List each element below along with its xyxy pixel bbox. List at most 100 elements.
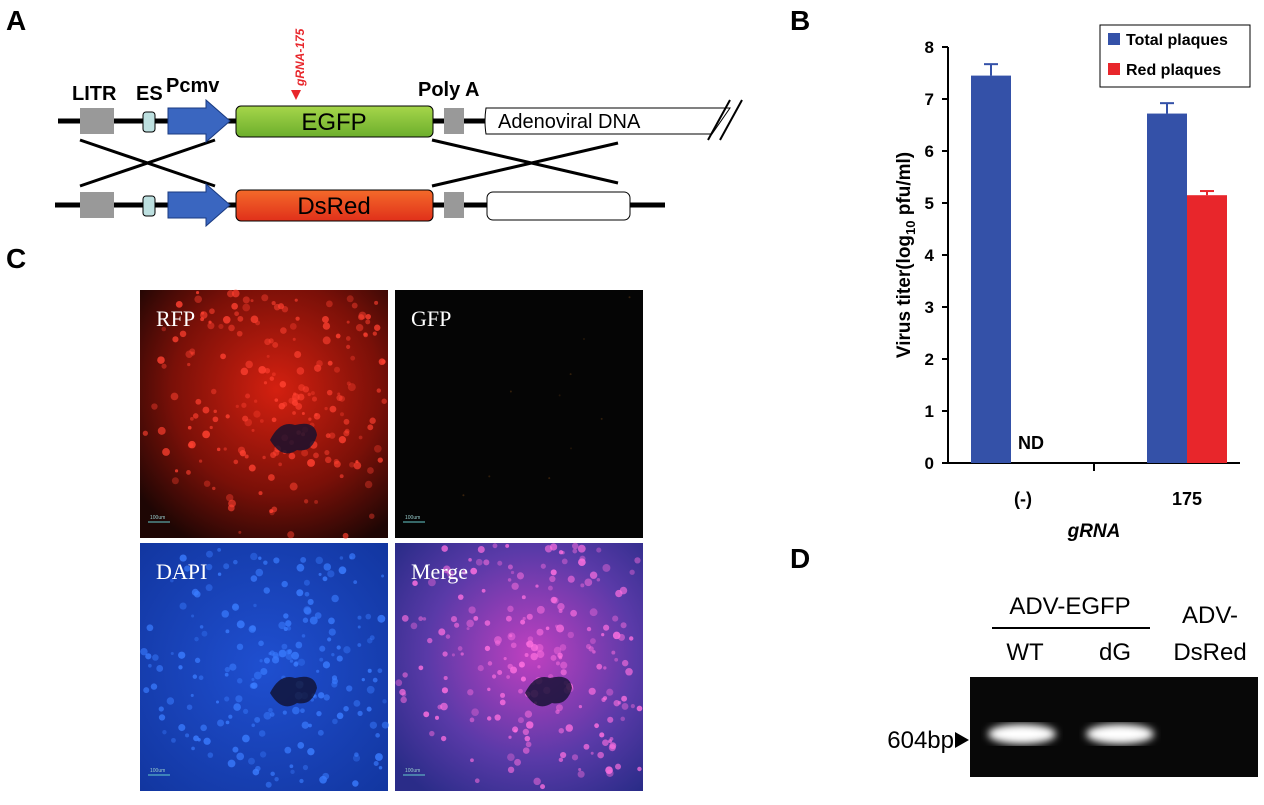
cell xyxy=(367,467,374,474)
cell xyxy=(499,699,506,706)
cell xyxy=(469,717,475,723)
cell xyxy=(314,612,322,619)
cell xyxy=(255,320,261,326)
cell xyxy=(483,559,490,566)
cell xyxy=(475,558,483,566)
cell xyxy=(281,580,288,588)
cell xyxy=(174,469,179,473)
cell xyxy=(481,588,486,593)
cell xyxy=(228,499,236,508)
cell xyxy=(466,627,470,631)
cell xyxy=(184,565,191,572)
cell xyxy=(594,723,599,729)
cell xyxy=(423,711,430,718)
cell xyxy=(292,337,296,341)
cell xyxy=(346,344,351,349)
cell xyxy=(262,455,266,460)
bar xyxy=(971,75,1011,463)
cell xyxy=(146,624,154,632)
cell xyxy=(188,440,196,449)
y-tick-label: 8 xyxy=(925,38,934,57)
cell xyxy=(224,666,231,673)
cell xyxy=(258,730,266,737)
cell xyxy=(505,543,510,548)
element-label: LITR xyxy=(72,83,117,105)
cell xyxy=(611,650,616,655)
cell xyxy=(338,436,347,444)
cell xyxy=(327,360,333,366)
cell xyxy=(374,444,382,453)
cell xyxy=(586,626,592,632)
plaque-hole xyxy=(270,423,317,454)
cell xyxy=(353,699,361,707)
cell xyxy=(536,628,544,636)
cell xyxy=(545,626,550,631)
gene-label: EGFP xyxy=(301,109,366,136)
cell xyxy=(254,716,261,723)
cell xyxy=(612,615,619,622)
cell xyxy=(245,360,253,369)
cell xyxy=(363,332,368,337)
cell xyxy=(468,558,472,562)
cell xyxy=(294,298,298,302)
cell xyxy=(225,720,230,725)
cell xyxy=(336,712,344,720)
cell xyxy=(240,367,249,376)
cell xyxy=(500,692,506,698)
cell xyxy=(142,430,148,436)
y-axis-label-text: Virus titer(log xyxy=(894,235,915,358)
cell xyxy=(619,586,628,595)
cell xyxy=(252,768,260,776)
cell xyxy=(317,729,324,736)
cell xyxy=(578,704,583,709)
element-label: Adenoviral DNA xyxy=(498,111,641,133)
cell xyxy=(231,302,238,310)
cell xyxy=(510,570,515,575)
cell xyxy=(355,460,359,464)
cell xyxy=(628,296,631,299)
x-tick-label: 175 xyxy=(1172,489,1202,509)
cell xyxy=(381,398,387,404)
cell xyxy=(589,608,598,617)
cell xyxy=(178,651,186,659)
cell xyxy=(171,737,176,743)
error-bar xyxy=(1200,190,1214,196)
cell xyxy=(322,772,330,780)
y-tick-label: 4 xyxy=(925,246,935,265)
cell xyxy=(278,462,282,467)
cell xyxy=(233,703,241,711)
cell xyxy=(263,587,270,594)
cell xyxy=(248,757,255,765)
cell xyxy=(569,373,572,376)
cell xyxy=(185,733,190,738)
cell xyxy=(520,619,526,625)
cell xyxy=(346,381,351,386)
cell xyxy=(140,647,148,656)
cell xyxy=(462,569,468,575)
cell xyxy=(331,594,339,603)
cell xyxy=(549,575,556,583)
lane-label: WT xyxy=(1006,639,1044,666)
cell xyxy=(524,710,533,718)
cell xyxy=(289,482,298,491)
cell xyxy=(524,735,531,742)
cell xyxy=(304,591,310,597)
cell xyxy=(372,677,378,683)
cell xyxy=(324,449,330,456)
cell xyxy=(368,513,375,519)
cell xyxy=(606,688,614,696)
cell xyxy=(170,392,179,401)
cell xyxy=(223,563,230,570)
cell xyxy=(263,381,268,385)
element-label: Poly A xyxy=(418,79,480,101)
cell xyxy=(367,638,373,644)
cell xyxy=(331,652,335,657)
cell xyxy=(603,666,607,670)
cell xyxy=(316,669,320,673)
cell xyxy=(477,665,484,672)
cell xyxy=(607,716,614,723)
cell xyxy=(494,636,502,644)
error-bar xyxy=(984,63,998,76)
cell xyxy=(171,477,179,485)
cell xyxy=(268,651,272,656)
